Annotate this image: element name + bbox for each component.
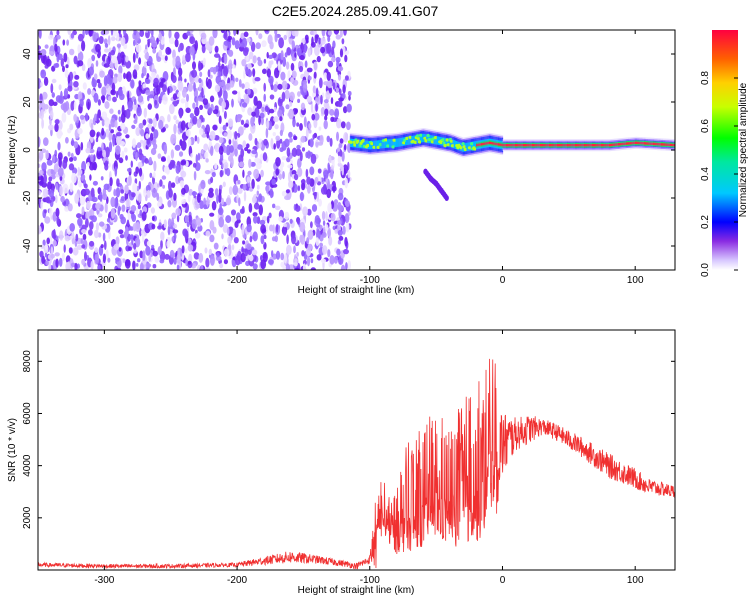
spectrogram-noise-region	[38, 30, 352, 270]
spectrogram-x-tick-label: -200	[227, 275, 247, 286]
colorbar-tick-label: 0.2	[700, 215, 711, 229]
spectrogram-signal-band	[347, 128, 675, 201]
snr-x-tick-label: -200	[227, 575, 247, 586]
snr-plot-area	[38, 330, 675, 570]
colorbar-tick-label: 0.0	[700, 263, 711, 277]
snr-y-label: SNR (10 * v/v)	[7, 418, 18, 482]
snr-y-tick-label: 2000	[22, 506, 33, 529]
spectrogram-x-tick-label: -300	[94, 275, 114, 286]
spectrogram-x-tick-label: 0	[500, 275, 506, 286]
snr-x-label: Height of straight line (km)	[298, 585, 415, 596]
snr-x-tick-label: -100	[360, 575, 380, 586]
spectrogram-y-tick-label: 40	[22, 48, 33, 60]
spectrogram-x-tick-label: 100	[627, 275, 644, 286]
spectrogram-x-axis: -300 -200 -100 0 100	[94, 30, 644, 286]
snr-y-tick-label: 8000	[22, 350, 33, 373]
snr-frame	[37, 329, 676, 571]
spectrogram-x-label: Height of straight line (km)	[298, 285, 415, 296]
snr-y-axis: 2000 4000 6000 8000	[22, 350, 675, 529]
snr-x-tick-label: 100	[627, 575, 644, 586]
spectrogram-x-tick-label: -100	[360, 275, 380, 286]
snr-x-tick-label: 0	[500, 575, 506, 586]
figure-title: C2E5.2024.285.09.41.G07	[272, 3, 439, 19]
spectrogram-y-axis: -40 -20 0 20 40	[22, 48, 675, 253]
spectrogram-y-tick-label: 0	[22, 147, 33, 153]
colorbar-tick-label: 0.6	[700, 119, 711, 133]
colorbar-label: Normalized spectral amplitude	[738, 82, 749, 217]
spectrogram-y-label: Frequency (Hz)	[7, 116, 18, 185]
colorbar: 0.0 0.2 0.4 0.6 0.8 Normalized spectral ampl…	[700, 30, 749, 277]
spectrogram-y-tick-label: 20	[22, 96, 33, 108]
snr-y-tick-label: 6000	[22, 402, 33, 425]
snr-panel: -300 -200 -100 0 100 2000 4000 6000 8000 Height…	[7, 329, 676, 596]
snr-x-tick-label: -300	[94, 575, 114, 586]
snr-x-axis: -300 -200 -100 0 100	[94, 330, 644, 586]
colorbar-tick-label: 0.4	[700, 167, 711, 181]
colorbar-tick-label: 0.8	[700, 71, 711, 85]
spectrogram-y-tick-label: -40	[22, 238, 33, 253]
snr-series-line	[38, 358, 675, 570]
snr-y-tick-label: 4000	[22, 454, 33, 477]
spectrogram-y-tick-label: -20	[22, 190, 33, 205]
colorbar-gradient	[712, 30, 738, 270]
colorbar-ticks: 0.0 0.2 0.4 0.6 0.8	[700, 71, 738, 277]
